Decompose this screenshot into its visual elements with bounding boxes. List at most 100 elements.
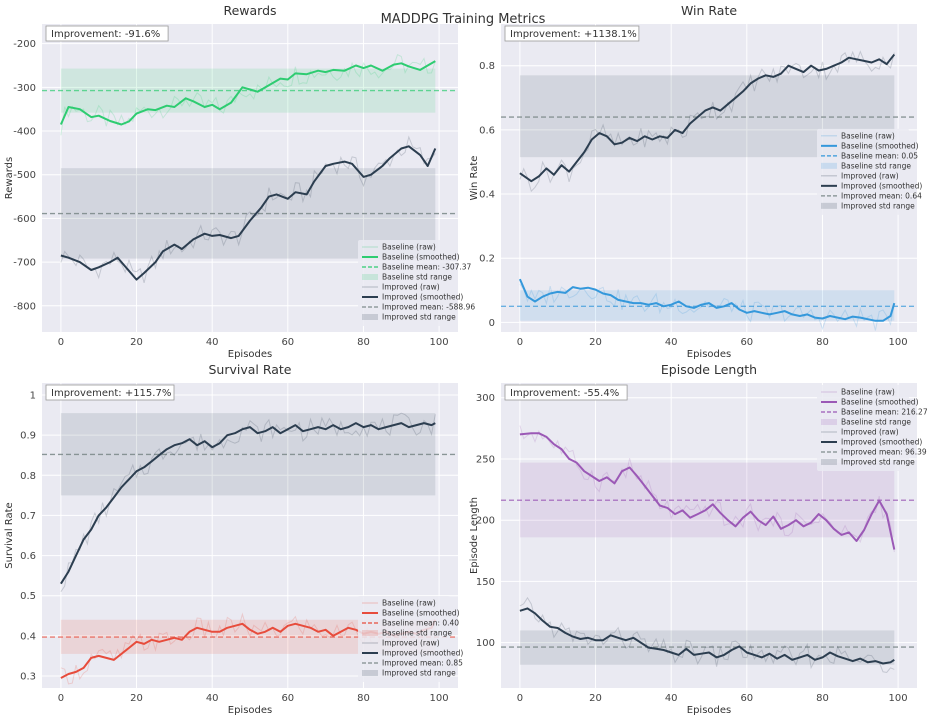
legend-label: Improved (smoothed)	[382, 649, 463, 658]
y-tick-label: 100	[476, 638, 495, 649]
legend-label: Improved std range	[382, 313, 456, 322]
chart-panel-episode-length: 100 150 200 250 300 0 20 40 60 80 100 Episode Lengt…	[469, 362, 927, 716]
improvement-text: Improvement: -55.4%	[510, 388, 619, 399]
y-tick-label: -700	[13, 258, 36, 269]
y-axis-label: Win Rate	[469, 156, 480, 201]
legend-label: Improved std range	[841, 458, 915, 467]
series-line-improved-smoothed	[519, 607, 895, 665]
legend-frame	[817, 128, 909, 215]
x-tick-label: 100	[889, 693, 908, 704]
x-tick-label: 20	[589, 337, 602, 348]
legend: Baseline (raw)Baseline (smoothed)Baselin…	[817, 128, 922, 215]
legend-frame	[358, 240, 450, 326]
y-tick-label: 0.4	[479, 190, 495, 201]
legend-label: Improved (raw)	[382, 283, 440, 292]
improvement-annotation: Improvement: +115.7%	[45, 384, 175, 401]
legend-label: Improved (smoothed)	[841, 181, 922, 190]
legend-label: Baseline mean: 0.40	[382, 619, 459, 628]
improvement-text: Improvement: +115.7%	[51, 388, 171, 399]
x-tick-label: 20	[130, 337, 143, 348]
improvement-box	[45, 25, 169, 42]
x-tick-label: 40	[665, 693, 678, 704]
legend: Baseline (raw)Baseline (smoothed)Baselin…	[358, 596, 463, 682]
legend-swatch	[821, 419, 837, 425]
raw-line-improved-smoothed	[519, 596, 895, 674]
legend-label: Improved (smoothed)	[382, 293, 463, 302]
legend-label: Baseline (smoothed)	[841, 398, 919, 407]
x-tick-label: 100	[889, 337, 908, 348]
legend-label: Baseline std range	[382, 629, 452, 638]
x-tick-label: 20	[130, 693, 143, 704]
figure-suptitle: MADDPG Training Metrics	[381, 12, 546, 27]
y-axis-label: Episode Length	[469, 497, 480, 574]
legend-label: Baseline (raw)	[382, 599, 436, 608]
improvement-text: Improvement: +1138.1%	[510, 29, 637, 40]
chart-title: Survival Rate	[208, 362, 291, 377]
legend-label: Improved (raw)	[841, 428, 899, 437]
legend-label: Improved mean: -588.96	[382, 303, 475, 312]
y-axis-label: Survival Rate	[4, 502, 15, 568]
series-line-baseline-smoothed	[518, 278, 896, 322]
y-tick-label: -800	[13, 301, 36, 312]
chart-title: Win Rate	[681, 3, 737, 18]
x-tick-label: 0	[58, 693, 64, 704]
x-axis-label: Episodes	[687, 705, 731, 716]
y-tick-label: 250	[476, 454, 495, 465]
y-tick-label: 0	[489, 318, 495, 329]
legend-label: Baseline (raw)	[841, 388, 895, 397]
x-tick-label: 60	[740, 693, 753, 704]
y-tick-label: 150	[476, 577, 495, 588]
improvement-annotation: Improvement: +1138.1%	[504, 25, 640, 42]
x-axis-label: Episodes	[228, 705, 272, 716]
legend-label: Baseline (raw)	[382, 243, 436, 252]
legend-swatch	[362, 630, 378, 636]
legend-label: Improved std range	[841, 201, 915, 210]
improvement-text: Improvement: -91.6%	[51, 29, 160, 40]
x-tick-label: 40	[206, 693, 219, 704]
legend-label: Baseline (smoothed)	[382, 253, 460, 262]
legend-label: Improved mean: 0.64	[841, 191, 922, 200]
series-line-baseline-smoothed	[59, 60, 436, 126]
y-tick-label: 0.8	[479, 61, 495, 72]
x-tick-label: 40	[665, 337, 678, 348]
x-axis-label: Episodes	[687, 349, 731, 360]
chart-title: Episode Length	[661, 362, 757, 377]
legend-swatch	[821, 202, 837, 209]
legend-label: Baseline (smoothed)	[382, 609, 460, 618]
x-tick-label: 80	[357, 693, 370, 704]
y-tick-label: 0.2	[479, 254, 495, 265]
raw-line-improved-smoothed	[60, 412, 436, 592]
y-tick-label: -600	[13, 214, 36, 225]
x-axis-label: Episodes	[228, 349, 272, 360]
series-line-improved-smoothed	[519, 53, 896, 183]
legend: Baseline (raw)Baseline (smoothed)Baselin…	[358, 240, 475, 326]
y-tick-label: -400	[13, 127, 36, 138]
legend-frame	[358, 596, 450, 682]
y-tick-label: 0.4	[20, 631, 36, 642]
legend-label: Improved mean: 96.39	[841, 448, 927, 457]
x-tick-label: 100	[430, 693, 449, 704]
x-tick-label: 60	[740, 337, 753, 348]
y-tick-label: 1	[30, 391, 36, 402]
improvement-box	[504, 384, 628, 401]
y-tick-label: 300	[476, 393, 495, 404]
raw-line-baseline-smoothed	[60, 54, 436, 136]
series-line-improved-smoothed	[60, 422, 436, 585]
legend-swatch	[362, 670, 378, 676]
legend-label: Improved std range	[382, 669, 456, 678]
legend-frame	[817, 385, 909, 471]
y-tick-label: 200	[476, 516, 495, 527]
legend-swatch	[362, 274, 378, 280]
y-tick-label: 0.8	[20, 471, 36, 482]
x-tick-label: 0	[58, 337, 64, 348]
improvement-annotation: Improvement: -91.6%	[45, 25, 169, 42]
legend-label: Improved mean: 0.85	[382, 659, 463, 668]
x-tick-label: 60	[281, 337, 294, 348]
y-tick-label: -300	[13, 83, 36, 94]
y-tick-label: 0.6	[479, 125, 495, 136]
legend-label: Baseline std range	[841, 161, 911, 170]
legend-swatch	[821, 162, 837, 169]
improvement-annotation: Improvement: -55.4%	[504, 384, 628, 401]
chart-panel-win-rate: 0 0.2 0.4 0.6 0.8 0 20 40 60 80 100 Win Rate Episode…	[469, 3, 922, 360]
